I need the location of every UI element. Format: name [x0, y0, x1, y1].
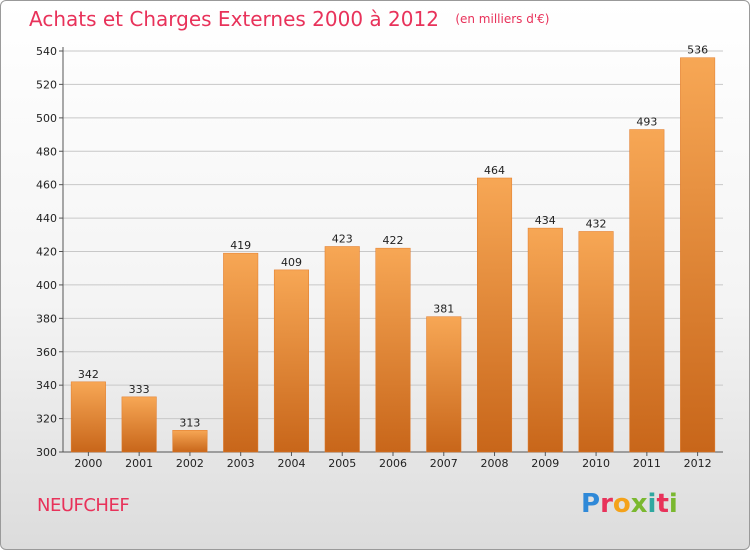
proxiti-logo: Proxiti [581, 489, 678, 519]
bar-value-label: 419 [230, 239, 251, 252]
bar-value-label: 434 [535, 214, 556, 227]
y-tick-label: 380 [36, 312, 57, 325]
chart-unit: (en milliers d'€) [455, 12, 550, 26]
y-axis-ticks: 300 320 340 360 380 400 420 440 460 480 500 520 540 [36, 45, 63, 459]
x-tick-label: 2006 [379, 457, 407, 470]
bar [680, 57, 716, 453]
y-tick-label: 340 [36, 379, 57, 392]
x-tick-label: 2002 [176, 457, 204, 470]
logo-letter: t [656, 489, 669, 519]
x-tick-label: 2010 [582, 457, 610, 470]
bar-value-label: 313 [179, 416, 200, 429]
logo-letter: x [630, 489, 648, 519]
bar [70, 381, 106, 453]
x-tick-label: 2008 [481, 457, 509, 470]
logo-letter: i [647, 489, 657, 519]
bar [629, 129, 665, 453]
y-tick-label: 300 [36, 446, 57, 459]
y-tick-label: 320 [36, 413, 57, 426]
y-tick-label: 500 [36, 112, 57, 125]
logo-letter: o [612, 489, 631, 519]
y-tick-label: 520 [36, 78, 57, 91]
bar [578, 231, 614, 453]
chart-title-text: Achats et Charges Externes 2000 à 2012 [29, 7, 439, 31]
city-name: NEUFCHEF [37, 495, 130, 516]
bar-value-label: 409 [281, 256, 302, 269]
bar [172, 430, 208, 453]
x-tick-label: 2012 [684, 457, 712, 470]
bar [223, 252, 259, 453]
bars [70, 57, 716, 453]
bar [375, 247, 411, 453]
y-tick-label: 460 [36, 179, 57, 192]
x-tick-label: 2005 [328, 457, 356, 470]
bar [527, 227, 563, 453]
bar-value-label: 432 [586, 217, 607, 230]
x-tick-label: 2001 [125, 457, 153, 470]
bar [477, 177, 513, 453]
logo-letter: P [581, 489, 601, 519]
bar [426, 316, 462, 453]
y-tick-label: 400 [36, 279, 57, 292]
bar [324, 246, 360, 453]
chart-title: Achats et Charges Externes 2000 à 2012 (… [29, 7, 549, 31]
bar [273, 269, 309, 453]
bar-value-label: 423 [332, 232, 353, 245]
y-tick-label: 440 [36, 212, 57, 225]
data-labels: 342 333 313 419 409 423 422 381 464 434 432 493 536 [78, 44, 708, 430]
logo-letter: i [668, 489, 678, 519]
x-tick-label: 2003 [227, 457, 255, 470]
y-tick-label: 360 [36, 346, 57, 359]
x-tick-label: 2004 [277, 457, 305, 470]
bar-value-label: 342 [78, 368, 99, 381]
x-tick-label: 2007 [430, 457, 458, 470]
x-tick-label: 2000 [74, 457, 102, 470]
x-axis-ticks: 2000 2001 2002 2003 2004 2005 2006 2007 2008 2009… [74, 452, 712, 470]
bar-value-label: 493 [636, 116, 657, 129]
bar-value-label: 333 [129, 383, 150, 396]
bar [121, 396, 157, 453]
bar-value-label: 422 [383, 234, 404, 247]
bar-value-label: 464 [484, 164, 505, 177]
y-tick-label: 420 [36, 246, 57, 259]
y-tick-label: 540 [36, 45, 57, 58]
x-tick-label: 2009 [531, 457, 559, 470]
bar-value-label: 536 [687, 44, 708, 57]
bar-value-label: 381 [433, 303, 454, 316]
x-tick-label: 2011 [633, 457, 661, 470]
logo-letter: r [600, 489, 613, 519]
y-tick-label: 480 [36, 145, 57, 158]
